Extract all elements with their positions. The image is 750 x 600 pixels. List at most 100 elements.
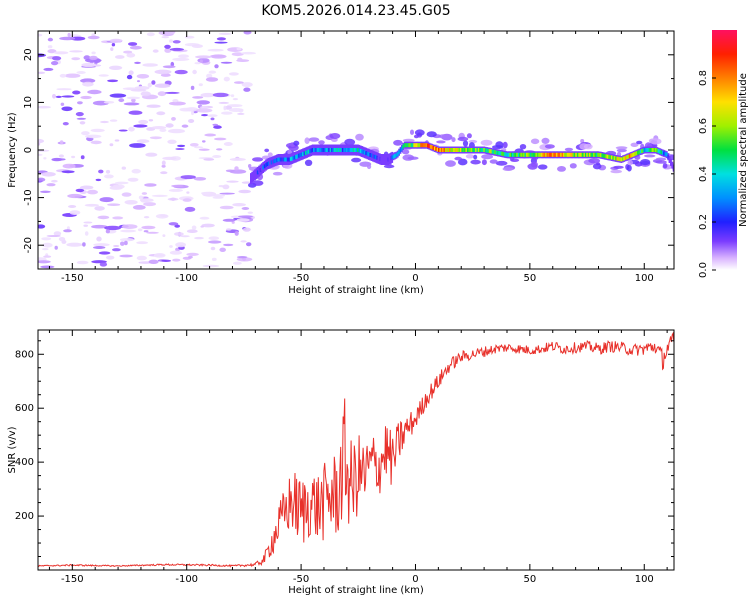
ridge-core xyxy=(664,152,667,156)
noise-blob xyxy=(130,88,147,92)
ridge-core xyxy=(617,156,620,161)
ridge-core xyxy=(439,148,442,152)
noise-blob xyxy=(240,240,247,243)
ridge-core xyxy=(667,154,670,159)
y-tick-label: 0 xyxy=(23,147,34,153)
ridge-core xyxy=(287,157,289,162)
noise-blob xyxy=(58,237,66,242)
ridge-core xyxy=(639,149,642,154)
noise-blob xyxy=(160,73,171,77)
noise-blob xyxy=(238,108,244,113)
ridge-core xyxy=(516,152,519,157)
ridge-core xyxy=(499,151,502,156)
ridge-core xyxy=(259,168,262,172)
noise-blob xyxy=(304,137,310,144)
noise-blob xyxy=(237,112,245,115)
noise-blob xyxy=(106,255,115,260)
noise-blob xyxy=(186,229,198,233)
ridge-core xyxy=(568,152,571,157)
ridge-core xyxy=(263,164,266,169)
ridge-core xyxy=(479,148,481,152)
noise-blob xyxy=(109,65,123,71)
ridge-core xyxy=(466,148,469,152)
noise-blob xyxy=(237,57,243,61)
noise-blob xyxy=(241,82,253,88)
ridge-core xyxy=(643,148,646,152)
ridge-core xyxy=(595,152,598,157)
noise-blob xyxy=(457,158,468,166)
noise-blob xyxy=(105,169,111,174)
x-axis-label-top: Height of straight line (km) xyxy=(288,285,424,296)
noise-blob xyxy=(121,224,138,230)
ridge-core xyxy=(262,165,265,170)
ridge-core xyxy=(282,157,285,162)
ridge-core xyxy=(510,152,513,157)
ridge-core xyxy=(396,152,399,157)
ridge-core xyxy=(442,148,444,152)
noise-blob xyxy=(129,143,146,148)
x-tick-label: -100 xyxy=(175,273,198,284)
ridge-core xyxy=(329,148,332,152)
ridge-core xyxy=(306,150,308,155)
ridge-core xyxy=(619,157,621,162)
noise-blob xyxy=(157,91,167,97)
ridge-core xyxy=(483,148,486,152)
ridge-core xyxy=(392,154,395,159)
ridge-core xyxy=(622,156,624,161)
noise-blob xyxy=(198,148,210,151)
noise-blob xyxy=(154,69,172,75)
noise-blob xyxy=(218,101,230,104)
ridge-core xyxy=(578,152,580,157)
ridge-core xyxy=(601,153,604,158)
ridge-core xyxy=(428,144,431,149)
noise-blob xyxy=(212,155,222,158)
ridge-core xyxy=(321,148,324,152)
x-tick-label: 0 xyxy=(412,273,418,284)
ridge-core xyxy=(564,152,567,157)
ridge-core xyxy=(616,156,619,161)
noise-blob xyxy=(52,94,56,99)
ridge-core xyxy=(295,154,298,159)
ridge-core xyxy=(254,172,256,177)
ridge-core xyxy=(267,161,270,166)
noise-blob xyxy=(112,216,124,220)
noise-blob xyxy=(143,216,150,219)
ridge-core xyxy=(521,152,524,157)
noise-blob xyxy=(231,52,244,57)
noise-blob xyxy=(84,203,100,207)
noise-blob xyxy=(201,223,215,228)
ridge-core xyxy=(326,148,329,152)
ridge-core xyxy=(422,143,425,148)
colorbar: 0.0 0.2 0.4 0.6 0.8 Normalized spectral ampl… xyxy=(698,30,749,278)
noise-blob xyxy=(627,160,633,166)
ridge-core xyxy=(668,157,671,162)
noise-blob xyxy=(90,128,105,133)
noise-blob xyxy=(212,196,224,199)
ridge-core xyxy=(288,157,291,162)
ridge-core xyxy=(654,148,657,152)
ridge-core xyxy=(449,148,451,152)
noise-blob xyxy=(38,224,46,229)
ridge-core xyxy=(458,148,461,152)
ridge-core xyxy=(494,150,497,155)
noise-blob xyxy=(193,177,207,181)
noise-blob xyxy=(413,134,419,139)
noise-blob xyxy=(128,126,135,132)
noise-blob xyxy=(69,210,81,216)
noise-blob xyxy=(67,32,71,37)
ridge-core xyxy=(471,148,473,152)
ridge-core xyxy=(300,152,303,157)
noise-blob xyxy=(79,121,86,125)
x-tick-label: -50 xyxy=(293,574,309,585)
ridge-core xyxy=(405,143,407,148)
colorbar-tick-label: 0.8 xyxy=(698,70,709,86)
noise-blob xyxy=(152,49,159,53)
noise-blob xyxy=(489,159,498,164)
ridge-core xyxy=(354,148,357,152)
noise-blob xyxy=(98,74,109,77)
snr-series xyxy=(38,331,674,568)
noise-blob xyxy=(104,174,114,179)
ridge-core xyxy=(652,148,654,152)
ridge-core xyxy=(299,153,302,158)
